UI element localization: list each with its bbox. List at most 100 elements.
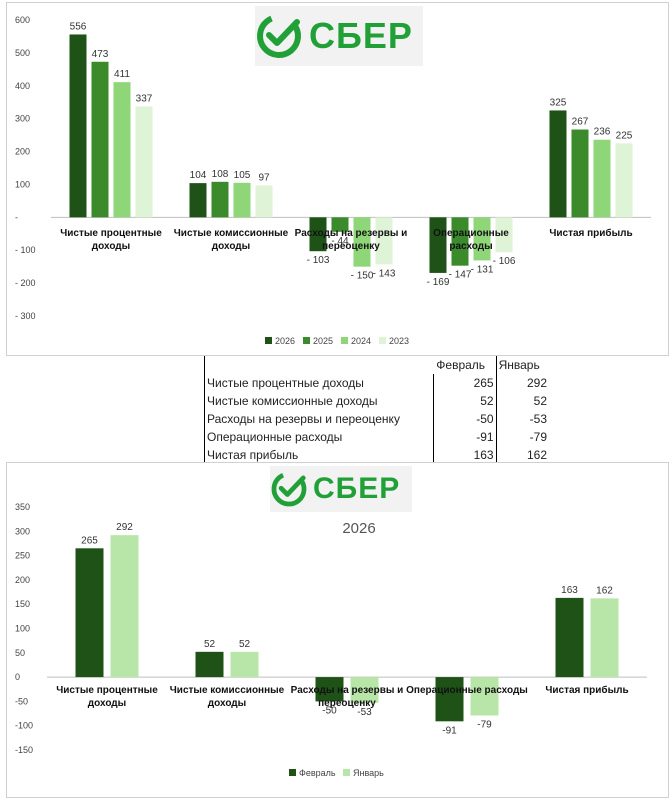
legend-label: 2023 bbox=[389, 336, 409, 346]
y-tick-label: - bbox=[15, 212, 18, 222]
bar bbox=[315, 677, 344, 702]
monthly-table: Февраль Январь Чистые процентные доходы … bbox=[204, 356, 549, 464]
data-label: 52 bbox=[204, 639, 216, 650]
sber-logo-top: СБЕР bbox=[255, 6, 423, 66]
data-label: - 143 bbox=[373, 268, 396, 279]
data-label: 325 bbox=[550, 97, 567, 108]
data-label: 52 bbox=[239, 639, 251, 650]
data-label: -79 bbox=[477, 719, 492, 730]
bar bbox=[135, 106, 153, 218]
y-tick-label: 600 bbox=[15, 15, 30, 25]
y-tick-label: 150 bbox=[15, 599, 30, 609]
table-cell-feb: 265 bbox=[433, 374, 497, 392]
category-label: расходы bbox=[449, 241, 492, 252]
category-label: переоценку bbox=[318, 698, 376, 709]
bar bbox=[495, 217, 513, 253]
bar bbox=[189, 183, 207, 218]
bar bbox=[309, 217, 327, 252]
data-label: - 106 bbox=[493, 256, 516, 267]
table-header-jan: Январь bbox=[495, 356, 549, 374]
sber-logo-bottom: СБЕР bbox=[270, 466, 412, 512]
bar bbox=[571, 129, 589, 218]
bar bbox=[91, 61, 109, 218]
data-label: -53 bbox=[357, 707, 372, 718]
y-tick-label: 350 bbox=[15, 502, 30, 512]
category-label: Чистые процентные bbox=[60, 228, 162, 239]
table-row-label: Чистая прибыль bbox=[207, 448, 299, 462]
table-cell-jan: -53 bbox=[495, 410, 549, 428]
table-cell-feb: 163 bbox=[433, 446, 497, 464]
y-tick-label: -150 bbox=[15, 745, 33, 755]
bar bbox=[473, 217, 491, 261]
legend-swatch bbox=[341, 337, 348, 344]
y-tick-label: -100 bbox=[15, 721, 33, 731]
table-header-feb: Февраль bbox=[433, 356, 497, 374]
bar bbox=[435, 677, 464, 722]
table-row-label: Операционные расходы bbox=[207, 430, 343, 444]
table-cell-feb: -91 bbox=[433, 428, 497, 446]
data-label: 105 bbox=[234, 170, 251, 181]
data-label: 292 bbox=[116, 522, 133, 533]
data-label: - 103 bbox=[307, 255, 330, 266]
table-row-label: Расходы на резервы и переоценку bbox=[207, 412, 400, 426]
logo-text: СБЕР bbox=[313, 472, 401, 505]
table-row-label: Чистые процентные доходы bbox=[207, 376, 364, 390]
bar bbox=[110, 535, 139, 678]
table-row: Чистые комиссионные доходы 52 52 bbox=[205, 392, 549, 410]
bar bbox=[429, 217, 447, 273]
data-label: 265 bbox=[81, 535, 98, 546]
y-tick-label: - 300 bbox=[15, 311, 36, 321]
sber-check-icon bbox=[271, 471, 307, 507]
legend-label: 2024 bbox=[351, 336, 371, 346]
legend-label: 2025 bbox=[313, 336, 333, 346]
data-label: 163 bbox=[561, 585, 578, 596]
table-cell-jan: 52 bbox=[495, 392, 549, 410]
y-tick-label: 500 bbox=[15, 48, 30, 58]
table-row: Расходы на резервы и переоценку -50 -53 bbox=[205, 410, 549, 428]
bar bbox=[233, 182, 251, 218]
bar bbox=[331, 217, 349, 232]
y-tick-label: -50 bbox=[15, 696, 28, 706]
bar bbox=[255, 185, 273, 218]
category-label: Чистая прибыль bbox=[549, 227, 632, 239]
table-cell-jan: 162 bbox=[495, 446, 549, 464]
chart-monthly: 2026 350 300 250 200 150 100 50 0 -50 -100 -150 265 2… bbox=[15, 502, 647, 778]
y-tick-label: 200 bbox=[15, 147, 30, 157]
data-label: -91 bbox=[442, 725, 457, 736]
category-label: Чистые комиссионные bbox=[174, 228, 289, 239]
y-tick-label: 300 bbox=[15, 526, 30, 536]
category-label: Чистая прибыль bbox=[545, 684, 628, 696]
data-label: 104 bbox=[190, 170, 207, 181]
bar bbox=[211, 181, 229, 218]
data-label: 337 bbox=[136, 93, 153, 104]
data-label: - 131 bbox=[471, 264, 494, 275]
y-tick-label: 250 bbox=[15, 551, 30, 561]
bar bbox=[195, 651, 224, 678]
category-label: Чистые комиссионные bbox=[170, 685, 285, 696]
data-label: 556 bbox=[70, 21, 87, 32]
data-label: 225 bbox=[616, 130, 633, 141]
category-label: переоценку bbox=[322, 241, 380, 252]
table-cell-jan: -79 bbox=[495, 428, 549, 446]
data-label: - 169 bbox=[427, 277, 450, 288]
bar bbox=[113, 82, 131, 218]
legend-swatch bbox=[379, 337, 386, 344]
category-label: Операционные расходы bbox=[406, 685, 528, 696]
data-label: 108 bbox=[212, 169, 229, 180]
table-row-label: Чистые комиссионные доходы bbox=[207, 394, 378, 408]
y-tick-label: 100 bbox=[15, 179, 30, 189]
chart-title: 2026 bbox=[342, 520, 375, 537]
data-label: 162 bbox=[596, 585, 613, 596]
bar bbox=[615, 143, 633, 218]
bar bbox=[451, 217, 469, 266]
category-label: Чистые процентные bbox=[56, 685, 158, 696]
legend-swatch bbox=[265, 337, 272, 344]
y-tick-label: 0 bbox=[15, 672, 20, 682]
y-tick-label: - 100 bbox=[15, 245, 36, 255]
category-label: Операционные bbox=[433, 228, 509, 239]
sber-check-icon bbox=[257, 14, 301, 58]
category-label: доходы bbox=[208, 698, 246, 709]
bar bbox=[350, 677, 379, 703]
table-row: Чистые процентные доходы 265 292 bbox=[205, 374, 549, 392]
y-tick-label: 200 bbox=[15, 575, 30, 585]
